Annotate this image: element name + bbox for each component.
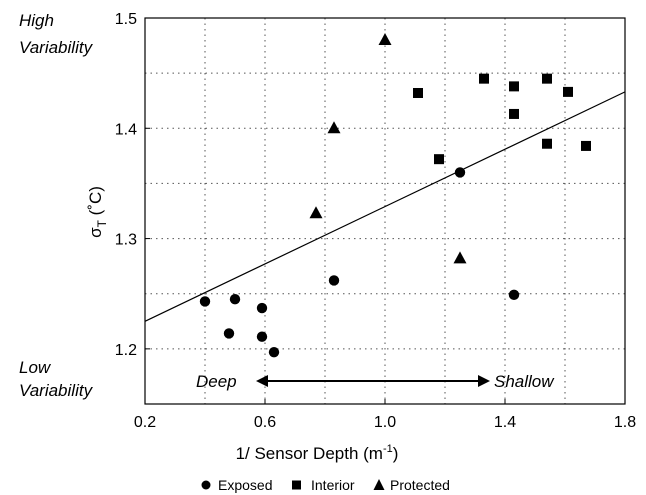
point-interior (479, 73, 489, 84)
y-tick-label: 1.5 (115, 11, 137, 28)
depth-double-arrow (256, 375, 490, 387)
high-variability-label-line2: Variability (19, 38, 94, 57)
trend-line (144, 91, 626, 322)
x-tick-label: 1.0 (374, 414, 396, 431)
shallow-label: Shallow (494, 372, 555, 391)
y-tick-label: 1.3 (115, 232, 137, 249)
point-exposed (508, 289, 520, 301)
point-exposed (454, 167, 466, 178)
point-interior (509, 108, 519, 119)
legend-label-exposed: Exposed (218, 477, 272, 493)
x-axis-ticks: 0.2 0.6 1.0 1.4 1.8 (134, 399, 636, 431)
legend-label-protected: Protected (390, 477, 450, 493)
legend-marker-interior (292, 480, 301, 490)
point-protected (453, 251, 467, 264)
x-tick-label: 1.4 (494, 414, 516, 431)
x-tick-label: 0.2 (134, 414, 156, 431)
point-exposed (268, 346, 280, 358)
low-variability-label-line1: Low (19, 358, 52, 377)
point-interior (581, 140, 591, 151)
y-tick-label: 1.2 (115, 342, 137, 359)
point-exposed (256, 331, 268, 342)
legend-label-interior: Interior (311, 477, 355, 493)
point-exposed (223, 328, 235, 339)
point-protected (327, 121, 341, 134)
y-axis-label: σT (˚C) (86, 186, 109, 238)
x-tick-label: 0.6 (254, 414, 276, 431)
data-points (199, 33, 591, 358)
point-interior (413, 87, 423, 98)
grid (145, 18, 625, 404)
point-protected (309, 206, 323, 219)
point-exposed (199, 296, 211, 307)
low-variability-label-line2: Variability (19, 381, 94, 400)
legend: Exposed Interior Protected (201, 477, 450, 493)
x-axis-label: 1/ Sensor Depth (m-1) (236, 443, 399, 463)
point-interior (563, 86, 573, 97)
y-tick-label: 1.4 (115, 121, 137, 138)
point-exposed (328, 275, 340, 286)
point-interior (509, 81, 519, 92)
legend-marker-exposed (201, 480, 211, 490)
deep-label: Deep (196, 372, 237, 391)
point-interior (542, 73, 552, 84)
point-exposed (229, 294, 241, 305)
point-protected (378, 33, 392, 46)
point-interior (542, 138, 552, 149)
point-exposed (256, 302, 268, 314)
legend-marker-protected (373, 479, 385, 490)
point-interior (434, 154, 444, 165)
y-axis-ticks: 1.2 1.3 1.4 1.5 (115, 11, 150, 359)
high-variability-label-line1: High (19, 11, 54, 30)
x-tick-label: 1.8 (614, 414, 636, 431)
